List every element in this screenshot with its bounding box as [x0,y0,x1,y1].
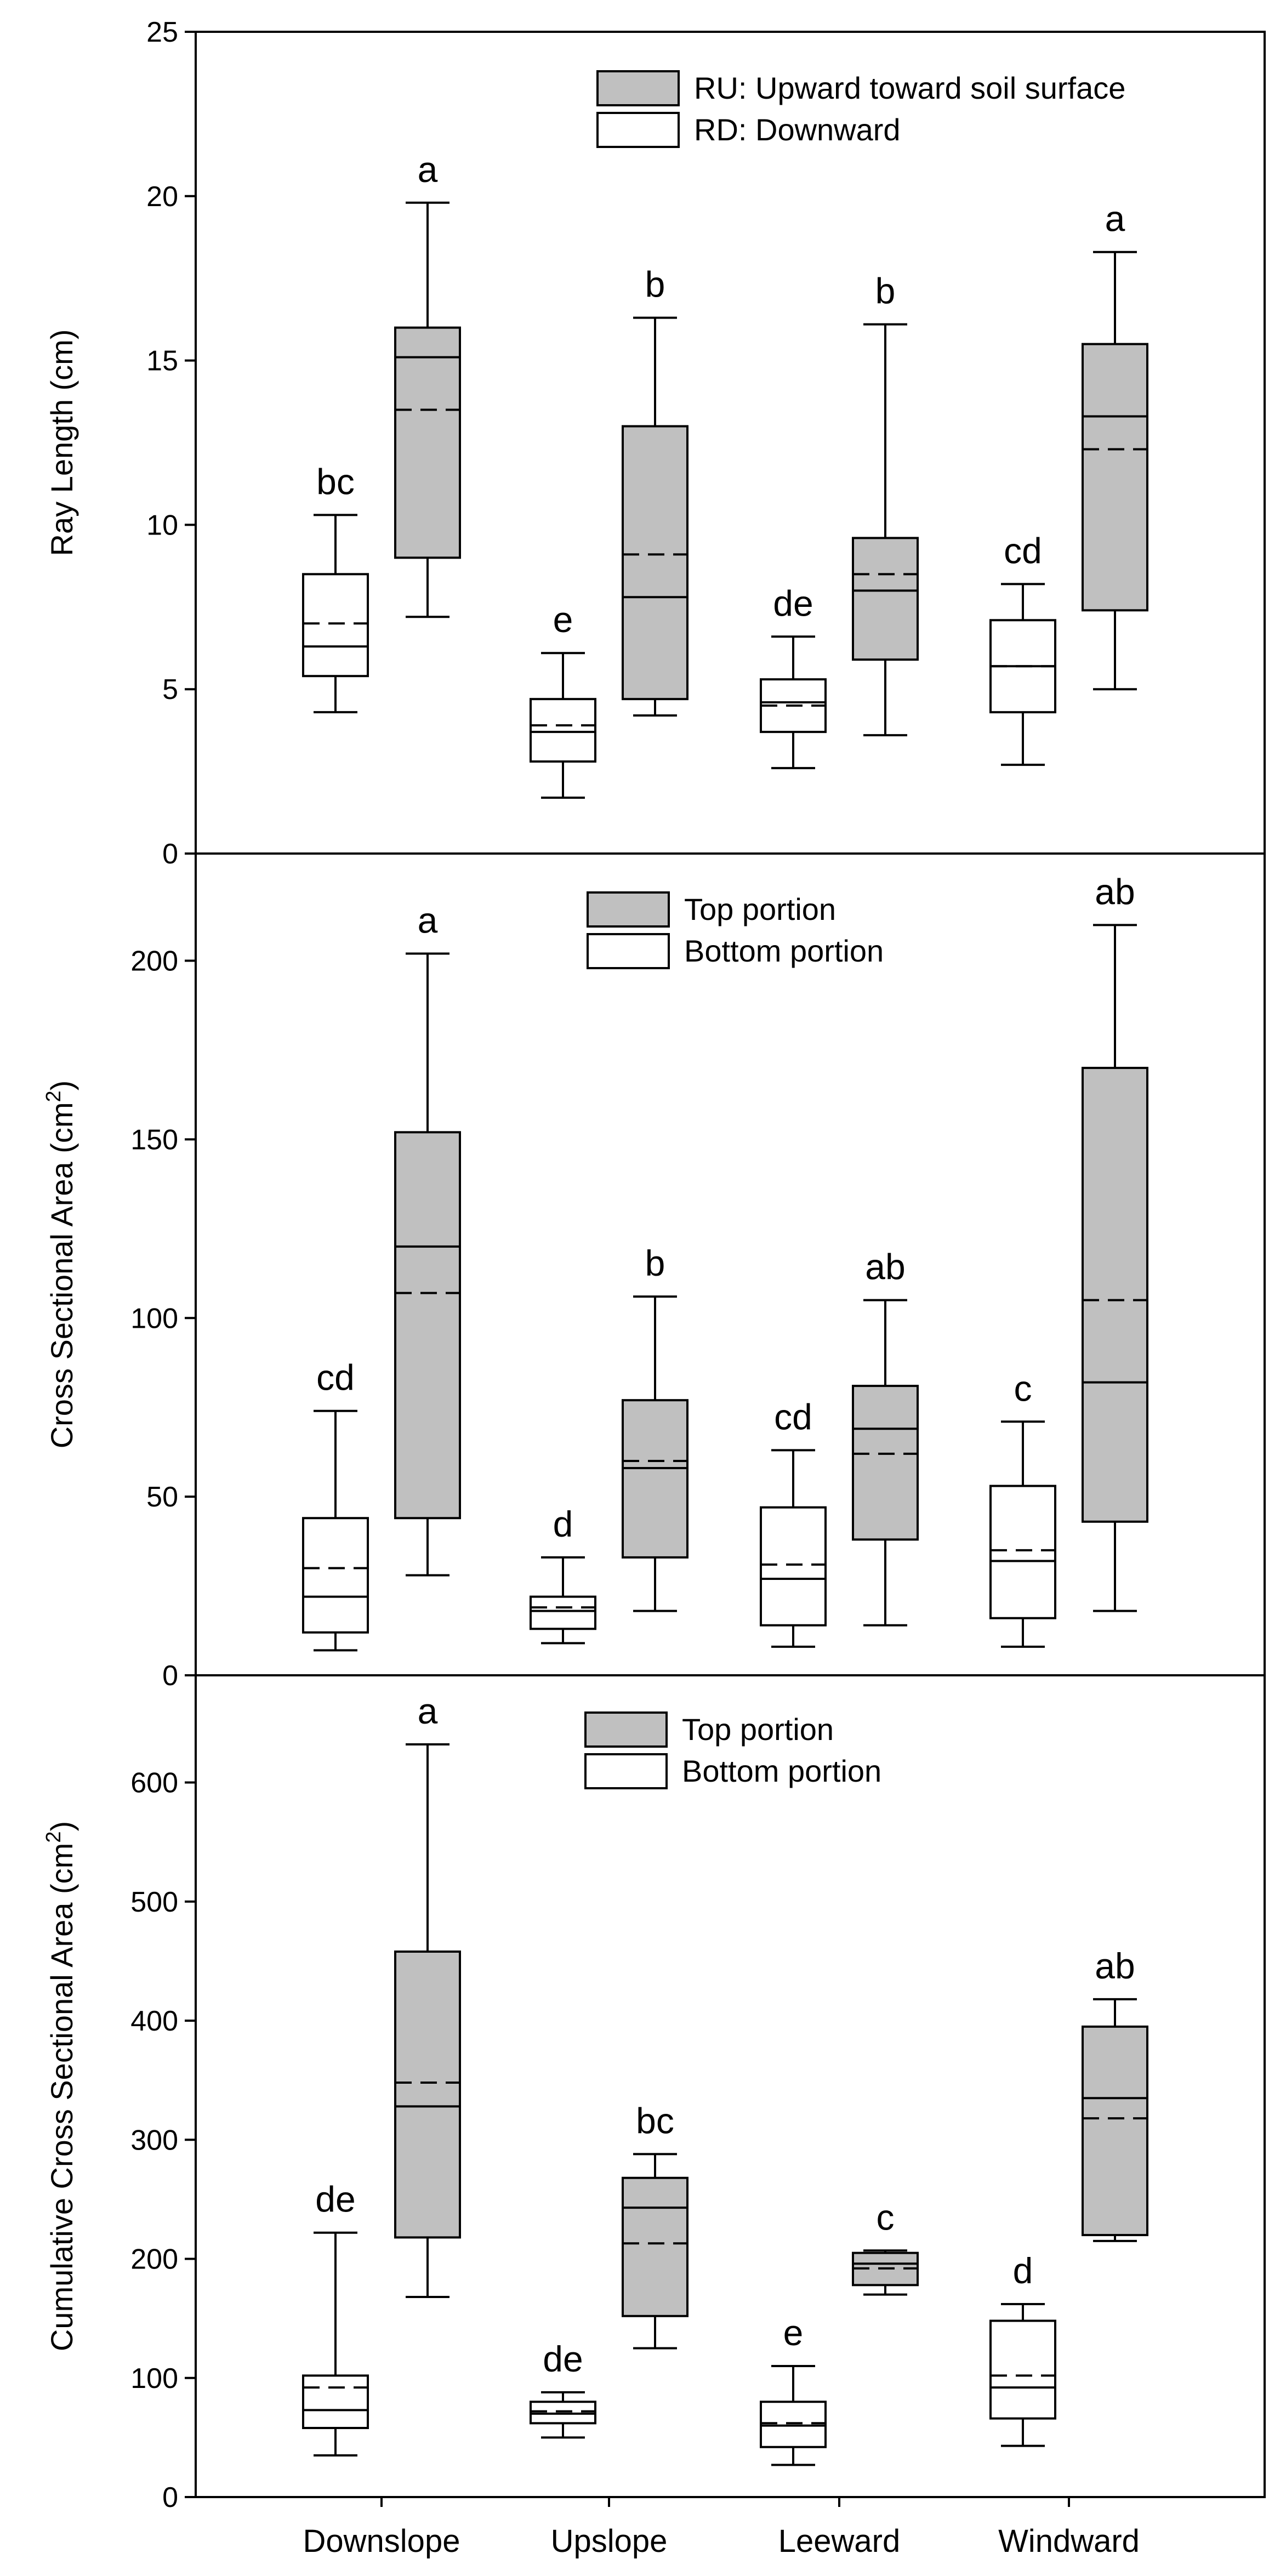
significance-letter: cd [774,1396,812,1437]
significance-letter: c [877,2197,895,2237]
box-iqr [622,1399,688,1559]
y-axis-title-text: Cross Sectional Area (cm [44,1102,79,1449]
y-tick-label: 400 [130,2005,178,2037]
box-iqr [530,2401,596,2425]
significance-letter: a [418,900,438,940]
significance-letter: cd [1004,530,1042,571]
box-iqr [852,1385,919,1541]
legend-label: RD: Downward [694,112,901,147]
box-iqr [1082,1067,1148,1523]
box-iqr [852,537,919,661]
category-label: Downslope [303,2523,460,2559]
y-axis-title-superscript: 2 [42,1832,65,1843]
significance-letter: c [1014,1368,1032,1408]
box-iqr [302,573,369,678]
significance-letter: a [418,149,438,190]
box-iqr [302,1517,369,1634]
x-axis-category-labels: Downslope Upslope Leeward Windward [303,2497,1140,2559]
significance-letter: a [418,1691,438,1731]
significance-letter: d [1013,2250,1033,2291]
significance-letter: cd [316,1357,355,1398]
significance-letter: ab [1095,871,1135,912]
legend-label: Bottom portion [682,1754,881,1788]
panel-cumulative-cross-sectional-area: 0 100 200 300 400 500 600 Cumulative Cross Sect… [42,1674,1266,2514]
legend-label: RU: Upward toward soil surface [694,71,1125,105]
category-label: Windward [998,2523,1140,2559]
box-iqr [760,2401,827,2448]
significance-letter: bc [316,461,355,502]
legend-swatch [584,1711,668,1748]
y-axis-title-end: ) [44,1821,79,1832]
significance-letter: e [553,599,573,640]
significance-letter: bc [636,2100,674,2141]
box-iqr [760,1506,827,1627]
box-iqr [1082,343,1148,612]
legend-swatch [587,891,670,928]
significance-letter: b [875,271,896,311]
legend-label: Top portion [682,1712,834,1747]
legend-swatch [596,70,680,106]
y-tick-label: 0 [162,1660,178,1692]
significance-letter: b [645,1243,665,1283]
y-axis-title: Ray Length (cm) [44,329,79,556]
legend-swatch [584,1753,668,1789]
box-iqr [394,1951,461,2239]
y-tick-label: 50 [146,1481,178,1513]
significance-letter: d [553,1504,573,1544]
significance-letter: e [783,2312,804,2353]
box-iqr [530,1595,596,1630]
panel-ray-length: 0 5 10 15 20 25 Ray Length (cm) RU: Upward towa… [44,16,1266,870]
box-iqr [394,326,461,559]
significance-letter: b [645,264,665,305]
y-axis-title-superscript: 2 [42,1090,65,1102]
significance-letter: ab [1095,1946,1135,1986]
significance-letter: a [1105,198,1125,239]
box-iqr [530,698,596,763]
significance-letter: de [315,2179,355,2220]
legend-label: Top portion [684,892,836,926]
category-label: Upslope [551,2523,668,2559]
legend-swatch [587,933,670,969]
legend-swatch [596,112,680,148]
significance-letter: de [773,583,813,623]
y-tick-label: 15 [146,345,178,377]
category-label: Leeward [778,2523,900,2559]
panel-cross-sectional-area: 0 50 100 150 200 Cross Sectional Area (cm2) To… [42,852,1266,1692]
box-iqr [302,2374,369,2429]
y-tick-label: 100 [130,1303,178,1334]
y-tick-label: 150 [130,1124,178,1156]
y-tick-label: 10 [146,509,178,541]
y-axis-title-text: Ray Length (cm) [44,329,79,556]
box-iqr [989,2319,1056,2420]
y-tick-label: 5 [162,674,178,706]
y-tick-label: 20 [146,181,178,213]
y-tick-label: 0 [162,2482,178,2514]
y-axis-title-end: ) [44,1081,79,1091]
box-iqr [622,2176,688,2317]
significance-letter: de [543,2339,583,2379]
y-tick-label: 200 [130,946,178,977]
box-iqr [622,425,688,701]
plot-frame [195,1674,1266,2498]
y-axis-title: Cumulative Cross Sectional Area (cm2) [42,1821,79,2351]
y-axis-title: Cross Sectional Area (cm2) [42,1081,79,1449]
significance-letter: ab [865,1247,905,1287]
y-tick-label: 300 [130,2124,178,2156]
legend-label: Bottom portion [684,934,884,968]
y-axis-title-text: Cumulative Cross Sectional Area (cm [44,1843,79,2351]
y-tick-label: 0 [162,838,178,870]
y-tick-label: 600 [130,1767,178,1799]
y-tick-label: 100 [130,2363,178,2395]
y-tick-label: 200 [130,2244,178,2276]
y-tick-label: 25 [146,16,178,48]
y-tick-label: 500 [130,1886,178,1918]
box-iqr [1082,2025,1148,2237]
box-iqr [989,1485,1056,1619]
box-iqr [394,1131,461,1520]
